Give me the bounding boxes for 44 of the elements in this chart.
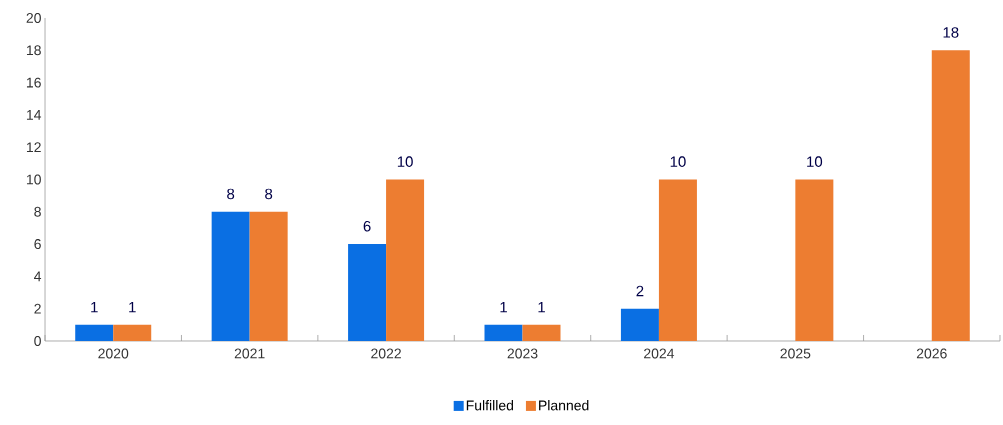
x-tick-label: 2025: [780, 348, 811, 359]
bar: [249, 211, 288, 341]
y-tick-label: 12: [26, 142, 41, 153]
y-tick-label: 14: [26, 110, 42, 120]
y-tick-label: 16: [26, 77, 41, 88]
y-tick-label: 18: [26, 45, 41, 56]
x-tick-label: 2022: [371, 348, 401, 359]
x-tick-label: 2020: [98, 348, 129, 359]
data-label: 10: [670, 156, 686, 167]
bar: [484, 324, 523, 341]
bar: [75, 324, 114, 341]
bar: [620, 308, 659, 341]
data-label: 10: [807, 156, 823, 167]
x-tick-label: 2023: [507, 348, 538, 359]
data-label: 1: [500, 301, 507, 313]
x-tick-label: 2024: [644, 348, 675, 359]
data-label: 8: [265, 188, 273, 200]
bar: [522, 324, 561, 341]
bar: [211, 211, 250, 341]
legend-label: Planned: [539, 400, 589, 411]
data-label: 8: [227, 188, 235, 200]
x-tick-label: 2026: [916, 348, 947, 359]
y-tick-label: 10: [26, 174, 41, 185]
bar: [386, 179, 425, 341]
data-label: 10: [397, 156, 413, 167]
data-label: 1: [129, 301, 136, 313]
data-label: 6: [363, 220, 371, 232]
data-label: 18: [943, 27, 959, 38]
y-tick-label: 6: [34, 239, 41, 250]
legend-label: Fulfilled: [466, 400, 514, 411]
bar: [931, 50, 970, 341]
data-label: 2: [636, 285, 644, 297]
bar: [658, 179, 697, 341]
y-tick-label: 2: [34, 303, 41, 314]
y-tick-label: 8: [34, 206, 41, 217]
bar: [348, 244, 387, 341]
y-tick-label: 20: [26, 13, 41, 23]
bar: [795, 179, 834, 341]
x-tick-label: 2021: [234, 348, 265, 359]
data-label: 1: [538, 301, 545, 313]
data-label: 1: [91, 301, 98, 313]
y-tick-label: 0: [34, 336, 41, 346]
bar: [113, 324, 152, 341]
y-tick-label: 4: [34, 271, 42, 282]
